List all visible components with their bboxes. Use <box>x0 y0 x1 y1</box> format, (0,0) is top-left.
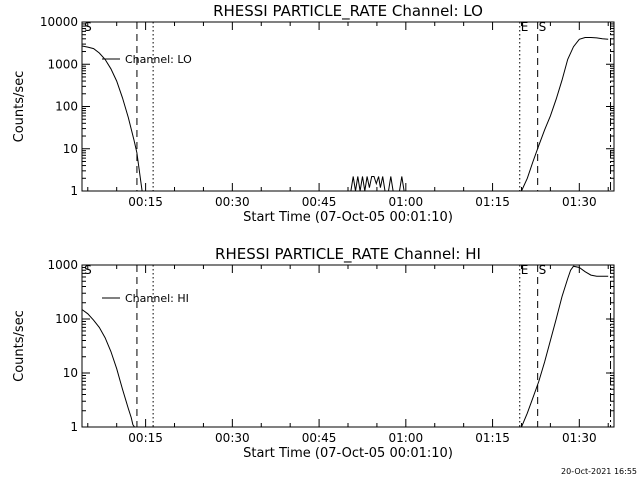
series-line <box>350 176 386 191</box>
plot-frame <box>81 21 615 192</box>
x-tick-label: 01:00 <box>389 195 424 209</box>
x-tick-label: 01:30 <box>562 195 597 209</box>
x-tick-label: 00:15 <box>128 431 163 445</box>
event-marker-label: S <box>539 20 547 34</box>
y-tick-label: 100 <box>55 100 78 114</box>
x-tick-label: 00:30 <box>215 195 250 209</box>
series-line <box>82 45 143 191</box>
y-axis-label: Counts/sec <box>12 71 27 143</box>
x-tick-label: 01:00 <box>389 431 424 445</box>
y-tick-label: 100 <box>55 312 78 326</box>
y-tick-label: 1 <box>70 184 78 198</box>
y-tick-label: 1000 <box>47 258 78 272</box>
chart-lo-channel: RHESSI PARTICLE_RATE Channel: LO 00:15 00:… <box>12 2 615 225</box>
series-line <box>521 37 609 191</box>
plot-frame <box>81 264 615 428</box>
x-tick-label: 01:30 <box>562 431 597 445</box>
y-tick-label: 10000 <box>40 15 78 29</box>
chart-hi-channel: RHESSI PARTICLE_RATE Channel: HI 00:15 00:… <box>12 245 615 461</box>
event-marker-label: S <box>84 263 92 277</box>
x-axis-label: Start Time (07-Oct-05 00:01:10) <box>243 446 453 461</box>
y-tick-label: 10 <box>63 366 78 380</box>
chart-title: RHESSI PARTICLE_RATE Channel: LO <box>213 2 483 21</box>
x-tick-label: 01:15 <box>475 195 510 209</box>
x-axis-label: Start Time (07-Oct-05 00:01:10) <box>243 210 453 225</box>
series-line <box>399 176 405 191</box>
event-marker-label: E <box>521 263 529 277</box>
y-tick-label: 1000 <box>47 57 78 71</box>
x-tick-label: 00:30 <box>215 431 250 445</box>
series-line <box>388 176 394 191</box>
legend-label: Channel: HI <box>125 292 189 305</box>
x-tick-label: 00:45 <box>302 195 337 209</box>
event-marker-label: S <box>84 20 92 34</box>
series-line <box>521 265 609 427</box>
x-tick-label: 01:15 <box>475 431 510 445</box>
series-line <box>82 309 135 427</box>
event-marker-label: E <box>521 20 529 34</box>
footer-timestamp: 20-Oct-2021 16:55 <box>561 467 637 476</box>
y-axis-label: Counts/sec <box>12 310 27 382</box>
legend-label: Channel: LO <box>125 53 192 66</box>
y-tick-label: 10 <box>63 142 78 156</box>
x-tick-label: 00:45 <box>302 431 337 445</box>
event-marker-label: S <box>539 263 547 277</box>
x-tick-label: 00:15 <box>128 195 163 209</box>
y-tick-label: 1 <box>70 420 78 434</box>
chart-title: RHESSI PARTICLE_RATE Channel: HI <box>215 245 481 264</box>
